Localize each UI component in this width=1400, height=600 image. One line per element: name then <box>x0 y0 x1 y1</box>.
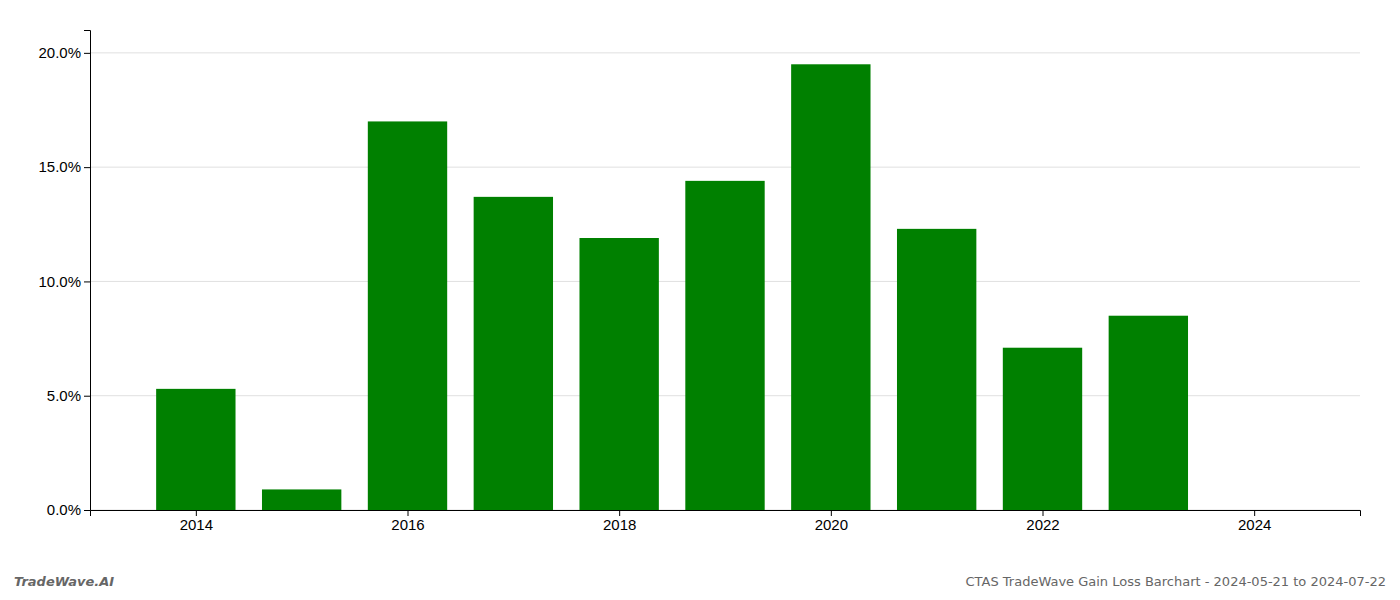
y-tick-label: 20.0% <box>38 44 81 61</box>
x-tick-label: 2020 <box>815 516 848 533</box>
axis-line <box>91 511 1361 517</box>
grid-line <box>90 52 1360 53</box>
x-tick: 2022 <box>1026 510 1059 533</box>
bar <box>897 229 976 510</box>
y-tick: 15.0% <box>38 158 90 175</box>
bar <box>791 64 870 510</box>
bar <box>1109 316 1188 510</box>
bars <box>156 64 1188 510</box>
y-tick-label: 0.0% <box>47 501 81 518</box>
chart-svg: 0.0%5.0%10.0%15.0%20.0%20142016201820202… <box>0 0 1400 600</box>
grid-line <box>90 167 1360 168</box>
bar <box>156 389 235 510</box>
footer-left: TradeWave.AI <box>14 574 114 589</box>
y-tick-mark <box>84 396 90 397</box>
y-tick-label: 15.0% <box>38 158 81 175</box>
axis-line <box>84 31 91 511</box>
bar <box>1003 348 1082 510</box>
x-tick-label: 2014 <box>180 516 213 533</box>
y-tick: 5.0% <box>47 387 90 404</box>
bar <box>262 489 341 510</box>
bar <box>474 197 553 510</box>
x-tick: 2016 <box>391 510 424 533</box>
x-tick-label: 2022 <box>1026 516 1059 533</box>
y-axis: 0.0% 5.0% 10.0% 15.0% 20.0% <box>38 31 90 519</box>
y-tick: 20.0% <box>38 44 90 61</box>
bar <box>579 238 658 510</box>
footer-right: CTAS TradeWave Gain Loss Barchart - 2024… <box>966 574 1386 589</box>
y-tick: 0.0% <box>47 501 90 518</box>
bar <box>368 121 447 510</box>
grid <box>90 53 1360 510</box>
y-tick-mark <box>84 510 90 511</box>
x-axis: 2014 2016 2018 2020 2022 2024 <box>91 510 1361 533</box>
y-tick-label: 10.0% <box>38 273 81 290</box>
y-tick-mark <box>84 167 90 168</box>
x-tick: 2018 <box>603 510 636 533</box>
x-tick: 2020 <box>815 510 848 533</box>
x-tick: 2024 <box>1238 510 1271 533</box>
x-tick-label: 2024 <box>1238 516 1271 533</box>
x-tick-label: 2016 <box>391 516 424 533</box>
y-tick: 10.0% <box>38 273 90 290</box>
plot-area: 0.0%5.0%10.0%15.0%20.0%20142016201820202… <box>38 31 1360 533</box>
y-tick-label: 5.0% <box>47 387 81 404</box>
x-tick-label: 2018 <box>603 516 636 533</box>
bar <box>685 181 764 510</box>
y-tick-mark <box>84 53 90 54</box>
y-tick-mark <box>84 281 90 282</box>
x-tick: 2014 <box>180 510 213 533</box>
